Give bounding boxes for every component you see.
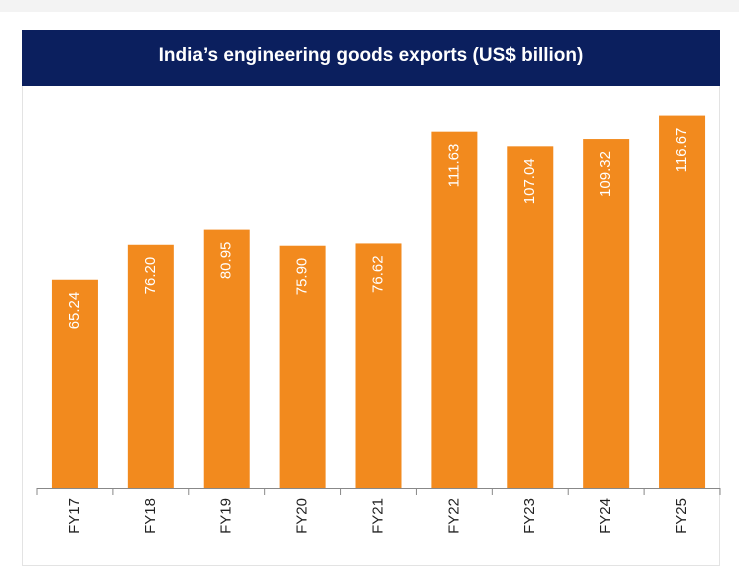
bar (127, 244, 174, 488)
value-label: 80.95 (218, 242, 235, 280)
top-strip (0, 0, 739, 12)
x-tick-label: FY25 (673, 498, 690, 534)
bar (279, 245, 326, 488)
x-tick-label: FY17 (66, 498, 83, 534)
bar (431, 131, 478, 488)
value-label: 76.62 (369, 255, 386, 293)
x-tick-label: FY18 (142, 498, 159, 534)
value-label: 116.67 (673, 128, 690, 173)
value-label: 107.04 (521, 158, 538, 204)
x-tick-label: FY23 (521, 498, 538, 534)
bar (51, 279, 98, 488)
x-tick-label: FY21 (369, 498, 386, 534)
x-tick-label: FY22 (445, 498, 462, 534)
x-tick-label: FY24 (597, 498, 614, 534)
title-band (22, 30, 720, 86)
bar (659, 115, 706, 489)
chart-title: India’s engineering goods exports (US$ b… (159, 45, 584, 66)
bar (203, 229, 250, 488)
x-tick-label: FY20 (294, 498, 311, 534)
value-label: 65.24 (66, 292, 83, 330)
value-label: 76.20 (142, 257, 159, 295)
x-tick-label: FY19 (218, 498, 235, 534)
bar (355, 243, 402, 488)
bar (507, 146, 554, 489)
value-label: 75.90 (294, 258, 311, 296)
value-label: 111.63 (445, 144, 462, 188)
value-label: 109.32 (597, 151, 614, 197)
bar (583, 139, 630, 488)
